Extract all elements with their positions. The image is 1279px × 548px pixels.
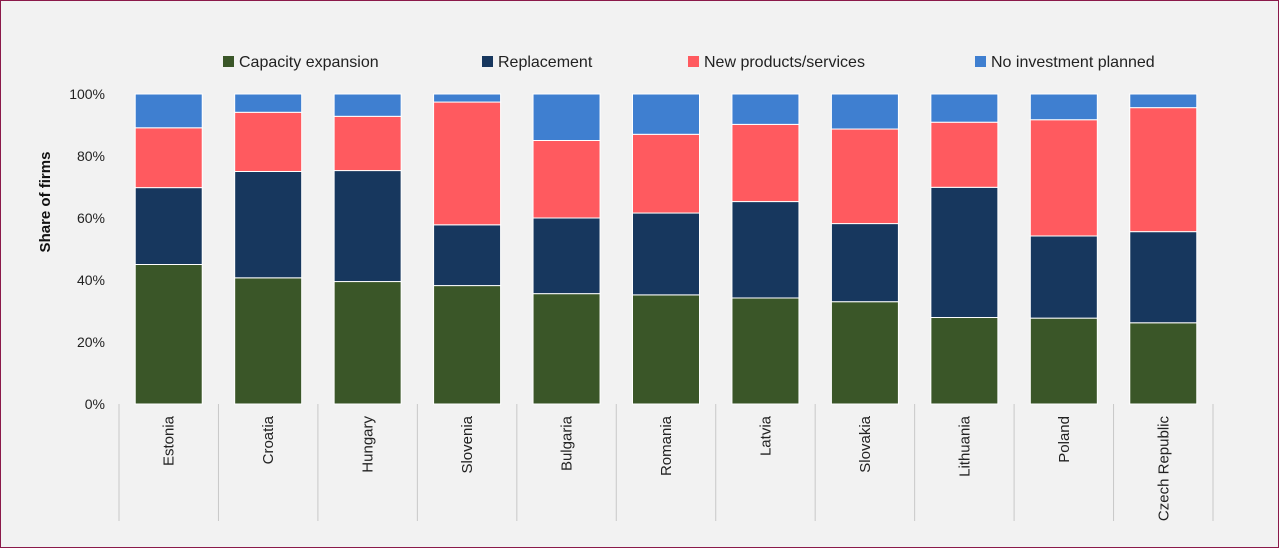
x-category-label: Czech Republic: [1155, 416, 1172, 522]
bar-segment: [731, 201, 800, 299]
bar-segment: [731, 297, 800, 405]
bar-segment: [333, 115, 402, 172]
x-category-label: Slovakia: [857, 415, 874, 472]
legend-label: New products/services: [704, 54, 865, 71]
bar-segment: [830, 93, 899, 130]
bar-segment: [134, 93, 203, 129]
bar-segment: [731, 123, 800, 203]
legend-swatch: [975, 56, 986, 67]
bar-segment: [830, 128, 899, 225]
x-category-label: Lithuania: [956, 415, 973, 477]
bar-segment: [1129, 231, 1198, 324]
bar-segment: [333, 170, 402, 283]
legend-label: Capacity expansion: [239, 54, 379, 71]
bar-segment: [830, 301, 899, 405]
legend-swatch: [688, 56, 699, 67]
bar-segment: [1029, 119, 1098, 237]
x-category-label: Estonia: [161, 415, 178, 466]
bar-segment: [134, 264, 203, 405]
x-category-label: Romania: [658, 415, 675, 476]
bar-segment: [433, 285, 502, 405]
bar-segment: [234, 171, 303, 279]
bar-segment: [532, 140, 601, 219]
bar-segment: [632, 294, 700, 405]
bar-segment: [134, 127, 203, 189]
bar-segment: [532, 93, 601, 141]
legend: Capacity expansion Replacement New product…: [223, 54, 1155, 71]
bar-segment: [930, 186, 999, 319]
bar-segment: [1029, 317, 1098, 405]
bar-segment: [333, 281, 402, 405]
bar-segment: [1129, 93, 1198, 109]
legend-label: Replacement: [498, 54, 593, 71]
y-tick-label: 20%: [77, 334, 105, 350]
bar-segment: [930, 317, 999, 405]
bar-segment: [731, 93, 800, 125]
bar-segment: [632, 93, 700, 135]
bar-segment: [433, 101, 502, 226]
bar-segment: [1029, 93, 1098, 121]
x-category-label: Bulgaria: [559, 415, 576, 471]
bar-segment: [333, 93, 402, 117]
bar-segment: [1129, 322, 1198, 405]
bar-segment: [632, 212, 700, 296]
y-tick-label: 0%: [85, 396, 105, 412]
y-tick-label: 40%: [77, 272, 105, 288]
bar-segment: [632, 133, 700, 214]
bar-segment: [433, 93, 502, 103]
x-category-label: Croatia: [260, 415, 277, 464]
legend-swatch: [223, 56, 234, 67]
bars: [134, 93, 1198, 405]
y-tick-label: 60%: [77, 210, 105, 226]
bar-segment: [433, 224, 502, 287]
y-axis-title: Share of firms: [37, 152, 54, 253]
legend-label: No investment planned: [991, 54, 1155, 71]
bar-segment: [930, 121, 999, 188]
bar-segment: [532, 217, 601, 295]
bar-segment: [234, 93, 303, 113]
bar-segment: [234, 277, 303, 405]
bar-segment: [134, 187, 203, 265]
bar-segment: [532, 293, 601, 405]
x-category-label: Poland: [1056, 416, 1073, 463]
x-category-label: Hungary: [360, 416, 377, 473]
bar-segment: [234, 111, 303, 172]
bar-segment: [930, 93, 999, 123]
bar-segment: [1029, 235, 1098, 319]
bar-segment: [830, 223, 899, 303]
legend-swatch: [482, 56, 493, 67]
y-tick-label: 80%: [77, 148, 105, 164]
bar-segment: [1129, 107, 1198, 233]
x-category-label: Slovenia: [459, 415, 476, 473]
y-axis-ticks: 0% 20% 40% 60% 80% 100%: [69, 86, 105, 412]
x-axis: Estonia Croatia Hungary Slovenia Bulgaria Rom…: [118, 404, 1214, 522]
y-tick-label: 100%: [69, 86, 105, 102]
x-category-label: Latvia: [757, 415, 774, 456]
